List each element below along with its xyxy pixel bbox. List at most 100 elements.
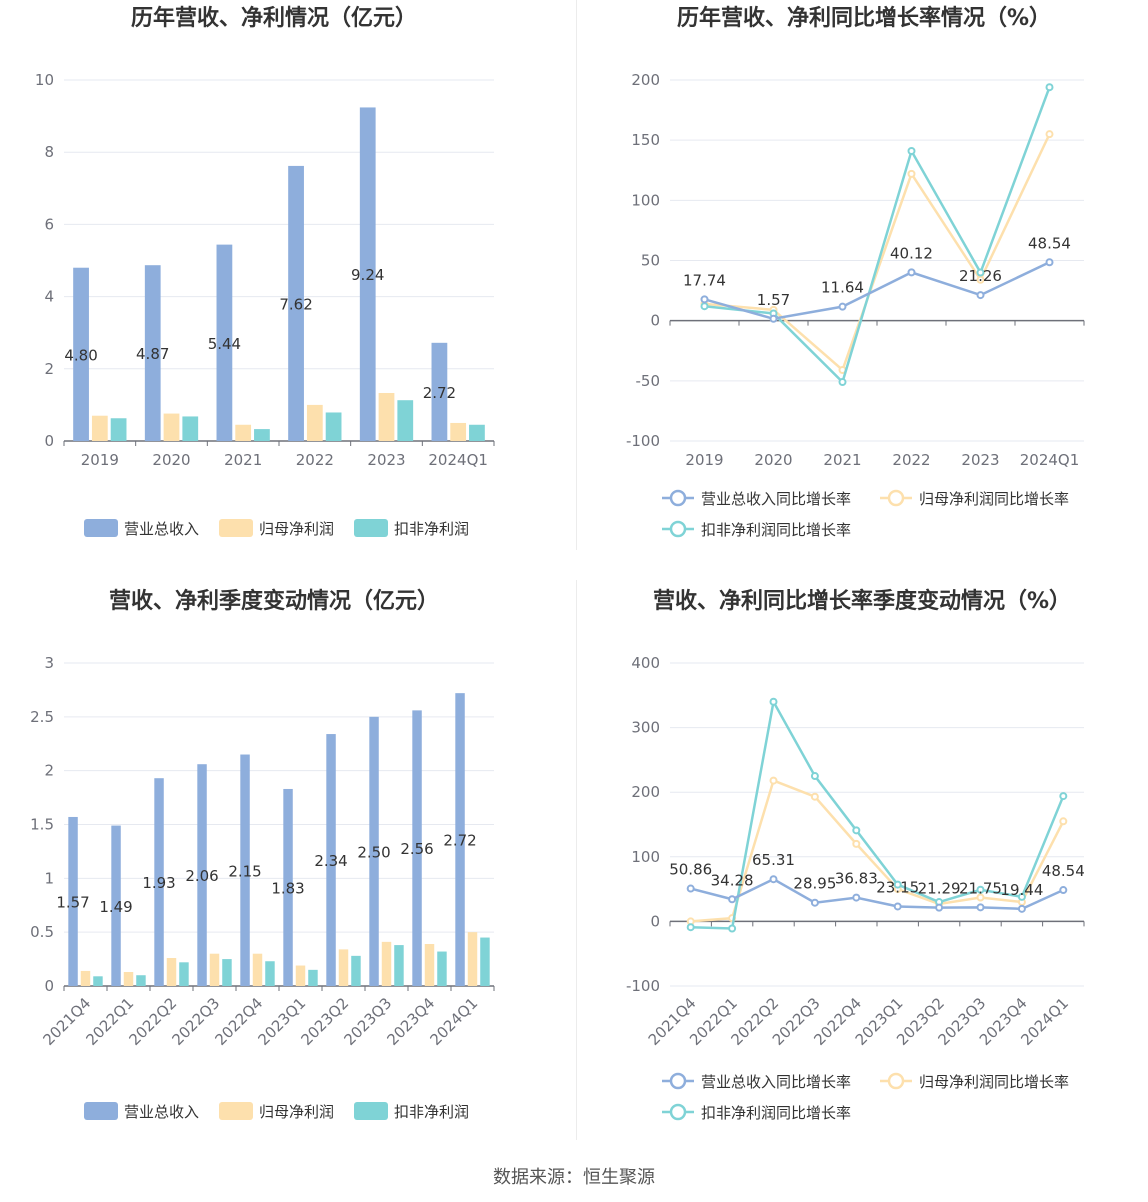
y-tick-label: 2	[44, 360, 54, 378]
y-tick-label: 300	[631, 719, 660, 737]
data-point	[893, 880, 902, 889]
quarterly-growth-rate-chart: 营收、净利同比增长率季度变动情况（%） -100 0 100 200 300 400 2021…	[574, 580, 1148, 1160]
bar-deducted-profit	[397, 400, 414, 441]
data-point	[907, 268, 916, 277]
x-tick-label: 2020	[152, 451, 190, 469]
bar-parent-profit	[252, 953, 263, 986]
bar-parent-profit	[163, 413, 180, 441]
bar-deducted-profit	[265, 961, 275, 986]
legend-label: 营业总收入	[124, 1103, 199, 1121]
data-point	[893, 902, 902, 911]
data-point	[976, 275, 985, 284]
data-point	[1059, 792, 1068, 801]
legend-label: 营业总收入同比增长率	[701, 490, 851, 508]
legend-swatch	[219, 519, 253, 537]
data-point	[769, 314, 778, 323]
data-point	[1059, 817, 1068, 826]
data-label: 4.80	[64, 346, 97, 364]
data-point	[1059, 886, 1068, 895]
bar-deducted-profit	[351, 955, 361, 986]
legend-label: 归母净利润	[259, 1103, 334, 1121]
vertical-divider-top	[576, 0, 577, 550]
data-label: 1.57	[56, 893, 89, 911]
y-tick-label: -100	[626, 432, 660, 450]
bar-deducted-profit	[308, 969, 318, 986]
data-label: 9.24	[351, 266, 384, 284]
legend-marker	[669, 489, 687, 507]
y-tick-label: 100	[631, 848, 660, 866]
y-tick-label: 6	[44, 215, 54, 233]
data-point	[728, 895, 737, 904]
data-point	[1045, 83, 1054, 92]
annual-growth-rate-svg: 历年营收、净利同比增长率情况（%） -100 -50 0 50 100 150 200 2019…	[626, 5, 1085, 539]
legend-marker	[669, 1072, 687, 1090]
data-label: 34.28	[711, 871, 754, 889]
data-point	[810, 772, 819, 781]
y-tick-label: 4	[44, 288, 54, 306]
data-point	[852, 826, 861, 835]
y-tick-label: 200	[631, 71, 660, 89]
data-label: 21.29	[918, 880, 961, 898]
y-tick-label: 400	[631, 654, 660, 672]
y-tick-label: 0.5	[30, 923, 54, 941]
bar-revenue	[455, 693, 465, 986]
chart-title: 历年营收、净利情况（亿元）	[131, 5, 417, 31]
data-label: 2.56	[400, 840, 433, 858]
legend-label: 归母净利润同比增长率	[919, 1073, 1069, 1091]
legend-label: 扣非净利润同比增长率	[701, 521, 851, 539]
bar-parent-profit	[209, 953, 220, 986]
bar-revenue	[240, 754, 250, 986]
quarterly-revenue-profit-svg: 营收、净利季度变动情况（亿元）00.511.522.532021Q42022Q1…	[30, 588, 495, 1121]
annual-revenue-profit-chart: 历年营收、净利情况（亿元） 0 2 4 6 8 10 2019 2020 2021 2022 2023…	[0, 0, 574, 580]
bar-revenue	[73, 267, 89, 441]
bar-parent-profit	[123, 972, 134, 986]
series-line	[690, 877, 1064, 911]
data-point	[769, 776, 778, 785]
data-point	[1045, 130, 1054, 139]
vertical-divider-bottom	[576, 580, 577, 1140]
data-label: 50.86	[669, 861, 712, 879]
x-tick-label: 2021	[224, 451, 262, 469]
annual-growth-rate-chart: 历年营收、净利同比增长率情况（%） -100 -50 0 50 100 150 200 2019…	[574, 0, 1148, 580]
x-tick-label: 2019	[685, 451, 723, 469]
series-line	[690, 698, 1065, 930]
bar-parent-profit	[467, 932, 478, 986]
bar-deducted-profit	[394, 945, 404, 986]
legend-label: 营业总收入	[124, 520, 199, 538]
legend-label: 归母净利润	[259, 520, 334, 538]
data-point	[852, 893, 861, 902]
y-tick-label: 8	[44, 143, 54, 161]
y-tick-label: 0	[44, 432, 54, 450]
data-point	[907, 146, 916, 155]
data-label: 1.83	[271, 879, 304, 897]
y-tick-label: -50	[636, 372, 661, 390]
data-label: 28.95	[793, 875, 836, 893]
chart-title: 营收、净利季度变动情况（亿元）	[109, 588, 439, 614]
x-tick-label: 2021	[823, 451, 861, 469]
chart-title: 历年营收、净利同比增长率情况（%）	[677, 5, 1051, 31]
data-point	[810, 898, 819, 907]
bar-revenue	[144, 265, 161, 441]
data-point	[686, 884, 695, 893]
bar-parent-profit	[381, 941, 392, 986]
legend-label: 营业总收入同比增长率	[701, 1073, 851, 1091]
data-label: 65.31	[752, 851, 795, 869]
data-label: 2.50	[357, 843, 390, 861]
data-label: 1.57	[757, 291, 790, 309]
quarterly-revenue-profit-chart: 营收、净利季度变动情况（亿元） 0 0.5 1 1.5 2 2.5 3 2021Q4 2022Q1…	[0, 580, 574, 1160]
data-label: 2.72	[423, 384, 456, 402]
data-point	[838, 378, 847, 387]
bar-parent-profit	[338, 949, 349, 986]
data-point	[935, 903, 944, 912]
data-label: 48.54	[1042, 862, 1085, 880]
data-source-label: 数据来源：恒生聚源	[493, 1167, 655, 1188]
bar-revenue	[154, 778, 164, 986]
data-label: 17.74	[683, 271, 726, 289]
chart-title: 营收、净利同比增长率季度变动情况（%）	[653, 588, 1071, 614]
data-point	[700, 295, 709, 304]
legend-marker	[669, 1103, 687, 1121]
bar-deducted-profit	[480, 937, 490, 986]
data-point	[769, 875, 778, 884]
y-tick-label: 0	[44, 977, 54, 995]
data-point	[769, 697, 778, 706]
